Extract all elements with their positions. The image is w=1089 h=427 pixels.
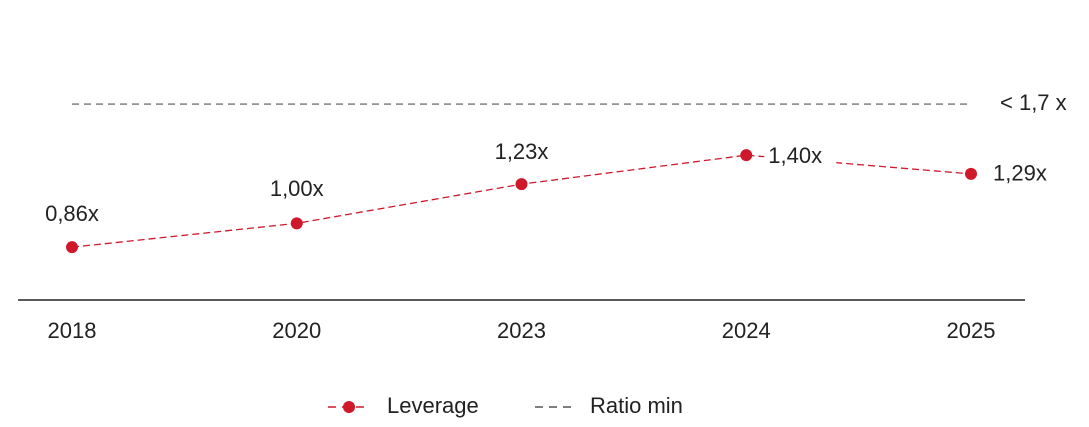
- data-label: 0,86x: [45, 201, 99, 226]
- legend-label: Ratio min: [590, 393, 683, 418]
- point: [290, 217, 303, 230]
- data-label: 1,23x: [495, 139, 549, 164]
- x-tick-label: 2024: [722, 318, 771, 343]
- data-label: 1,00x: [270, 176, 324, 201]
- legend-marker: [343, 401, 355, 413]
- legend-label: Leverage: [387, 393, 479, 418]
- x-tick-label: 2023: [497, 318, 546, 343]
- point: [965, 167, 977, 180]
- point: [740, 149, 753, 162]
- x-tick-label: 2020: [272, 318, 321, 343]
- point: [515, 178, 528, 191]
- data-label: 1,40x: [768, 143, 822, 168]
- reference-label: < 1,7 x: [1000, 90, 1067, 115]
- data-label: 1,29x: [993, 161, 1047, 186]
- label-bg: [989, 161, 1061, 188]
- x-tick-label: 2025: [947, 318, 996, 343]
- point: [66, 241, 78, 254]
- x-tick-label: 2018: [48, 318, 97, 343]
- label-bg: [764, 144, 837, 171]
